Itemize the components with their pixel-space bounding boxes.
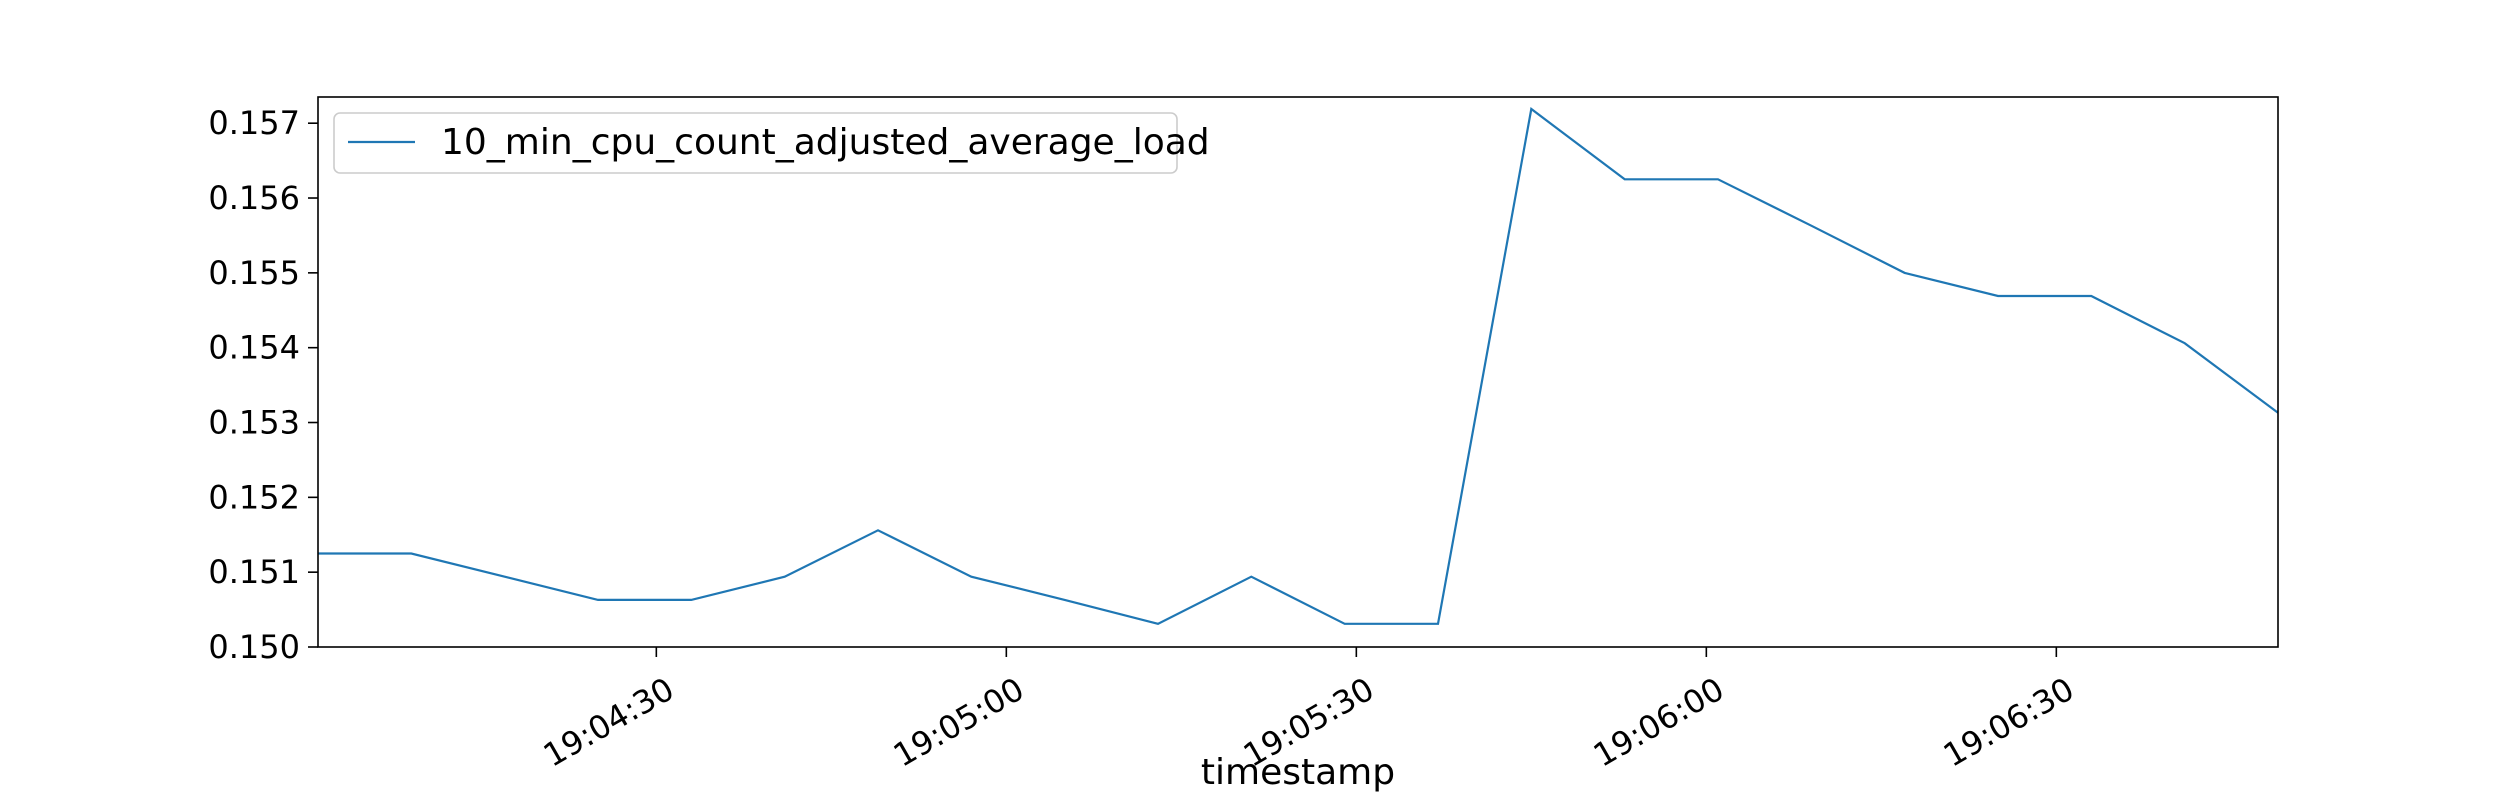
y-tick-label: 0.157 (208, 104, 300, 142)
legend-label: 10_min_cpu_count_adjusted_average_load (441, 122, 1210, 163)
y-tick-label: 0.153 (208, 404, 300, 442)
y-tick-label: 0.154 (208, 329, 300, 367)
plot-line-group (318, 107, 2279, 625)
y-tick-label: 0.155 (208, 254, 300, 292)
x-tick-label: 19:04:30 (537, 670, 680, 775)
y-axis: 0.150 0.151 0.152 0.153 0.154 0.155 0.156 0.157 (208, 104, 318, 666)
legend-box (333, 112, 1178, 174)
x-tick-label: 19:05:00 (887, 670, 1030, 775)
x-axis-label: timestamp (1201, 752, 1395, 793)
plot-area-frame (317, 96, 2279, 648)
x-tick-label: 19:06:30 (1937, 670, 2080, 775)
legend: 10_min_cpu_count_adjusted_average_load (333, 112, 1210, 174)
y-tick-label: 0.152 (208, 478, 300, 516)
x-tick-label: 19:06:00 (1587, 670, 1730, 775)
y-tick-label: 0.156 (208, 179, 300, 217)
y-tick-label: 0.151 (208, 553, 300, 591)
series-line (318, 107, 2279, 625)
y-tick-label: 0.150 (208, 628, 300, 666)
